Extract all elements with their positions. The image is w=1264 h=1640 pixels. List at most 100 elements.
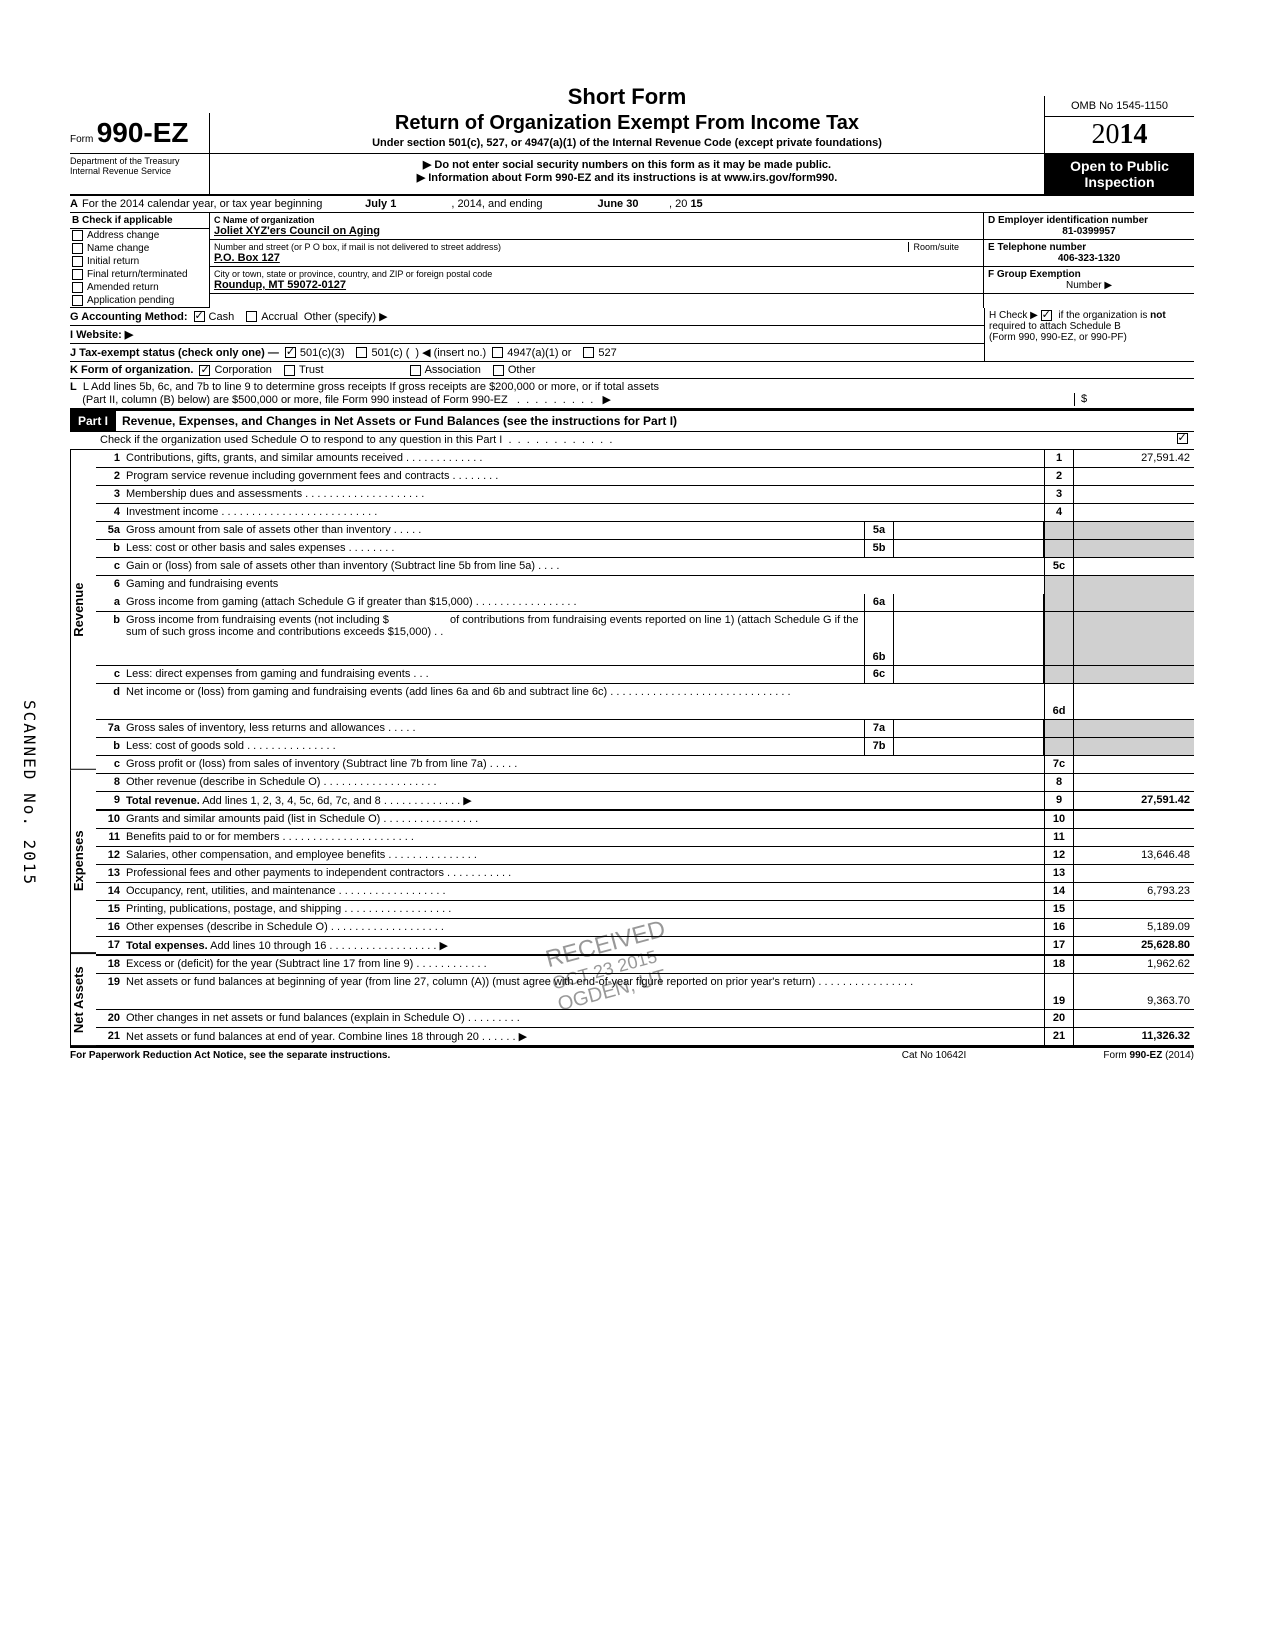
dept-treasury: Department of the Treasury Internal Reve… [70, 154, 210, 194]
addr-label: Number and street (or P O box, if mail i… [214, 242, 979, 252]
line-3: 3Membership dues and assessments . . . .… [96, 486, 1194, 504]
c-addr-row: Room/suite Number and street (or P O box… [210, 240, 983, 267]
chk-h[interactable] [1041, 310, 1052, 321]
line-a-text: For the 2014 calendar year, or tax year … [82, 198, 1194, 210]
ssn-warning: ▶ Do not enter social security numbers o… [214, 158, 1040, 171]
org-city: Roundup, MT 59072-0127 [214, 279, 979, 291]
chk-app-pending[interactable]: Application pending [70, 294, 209, 308]
g-label: G Accounting Method: [70, 311, 188, 323]
info-line: ▶ Information about Form 990-EZ and its … [214, 171, 1040, 184]
line-6a: aGross income from gaming (attach Schedu… [96, 594, 1194, 612]
d-ein: D Employer identification number 81-0399… [984, 213, 1194, 240]
side-revenue: Revenue [70, 450, 96, 770]
line-20: 20Other changes in net assets or fund ba… [96, 1010, 1194, 1028]
footer-paperwork: For Paperwork Reduction Act Notice, see … [70, 1050, 834, 1061]
inspection: Inspection [1049, 174, 1190, 190]
line-18: 18Excess or (deficit) for the year (Subt… [96, 956, 1194, 974]
h-box: H Check ▶ if the organization is not req… [984, 308, 1194, 362]
dept-row: Department of the Treasury Internal Reve… [70, 154, 1194, 196]
line-a: A For the 2014 calendar year, or tax yea… [70, 196, 1194, 213]
f-number-arrow: Number ▶ [988, 280, 1190, 291]
line-6c: cLess: direct expenses from gaming and f… [96, 666, 1194, 684]
chk-assoc[interactable]: Association [410, 364, 481, 376]
side-netassets: Net Assets [70, 953, 96, 1046]
form-title-box: Short Form Return of Organization Exempt… [210, 80, 1044, 153]
chk-schedule-o[interactable] [1177, 433, 1188, 444]
part1-check-line: Check if the organization used Schedule … [70, 432, 1194, 450]
line-11: 11Benefits paid to or for members . . . … [96, 829, 1194, 847]
omb-number: OMB No 1545-1150 [1045, 96, 1194, 117]
e-phone: E Telephone number 406-323-1320 [984, 240, 1194, 267]
line-g: G Accounting Method: Cash Accrual Other … [70, 308, 984, 326]
omb-year-box: OMB No 1545-1150 2014 [1044, 96, 1194, 153]
inspection-box: Open to Public Inspection [1044, 154, 1194, 194]
chk-501c3[interactable]: 501(c)(3) [285, 347, 345, 359]
line-5c: cGain or (loss) from sale of assets othe… [96, 558, 1194, 576]
form-container: SCANNED No. 2015 Form 990-EZ Short Form … [70, 80, 1194, 1061]
form-prefix: Form [70, 134, 93, 145]
line-14: 14Occupancy, rent, utilities, and mainte… [96, 883, 1194, 901]
chk-address-change[interactable]: Address change [70, 229, 209, 242]
tax-year: 2014 [1045, 117, 1194, 153]
chk-4947[interactable]: 4947(a)(1) or [492, 347, 571, 359]
line-8: 8Other revenue (describe in Schedule O) … [96, 774, 1194, 792]
line-7a: 7aGross sales of inventory, less returns… [96, 720, 1194, 738]
c-name-label: C Name of organization [214, 215, 979, 225]
form-header: Form 990-EZ Short Form Return of Organiz… [70, 80, 1194, 154]
phone-value: 406-323-1320 [988, 253, 1190, 264]
k-label: K Form of organization. [70, 364, 193, 376]
chk-trust[interactable]: Trust [284, 364, 324, 376]
form-number-box: Form 990-EZ [70, 113, 210, 153]
chk-amended[interactable]: Amended return [70, 281, 209, 294]
f-group: F Group Exemption Number ▶ [984, 267, 1194, 294]
f-label: F Group Exemption [988, 269, 1190, 280]
chk-accrual[interactable]: Accrual [246, 311, 298, 323]
section-text: Under section 501(c), 527, or 4947(a)(1)… [218, 137, 1036, 149]
line-i: I Website: ▶ [70, 326, 984, 344]
return-title: Return of Organization Exempt From Incom… [218, 112, 1036, 135]
line-13: 13Professional fees and other payments t… [96, 865, 1194, 883]
chk-initial-return[interactable]: Initial return [70, 255, 209, 268]
chk-527[interactable]: 527 [583, 347, 616, 359]
chk-corp[interactable]: Corporation [199, 364, 271, 376]
footer-cat: Cat No 10642I [834, 1050, 1034, 1061]
footer-formref: Form 990-EZ (2014) [1034, 1050, 1194, 1061]
line-12: 12Salaries, other compensation, and empl… [96, 847, 1194, 865]
part1-table: Revenue Expenses Net Assets 1Contributio… [70, 450, 1194, 1046]
c-name-row: C Name of organization Joliet XYZ'ers Co… [210, 213, 983, 240]
col-c: C Name of organization Joliet XYZ'ers Co… [210, 213, 984, 308]
chk-final-return[interactable]: Final return/terminated [70, 268, 209, 281]
room-suite-label: Room/suite [908, 242, 979, 252]
city-label: City or town, state or province, country… [214, 269, 979, 279]
open-public: Open to Public [1049, 158, 1190, 174]
side-labels: Revenue Expenses Net Assets [70, 450, 96, 1046]
line-6b: bGross income from fundraising events (n… [96, 612, 1194, 666]
line-7b: bLess: cost of goods sold . . . . . . . … [96, 738, 1194, 756]
line-6: 6Gaming and fundraising events [96, 576, 1194, 594]
line-9: 9Total revenue. Add lines 1, 2, 3, 4, 5c… [96, 792, 1194, 811]
part1-title: Revenue, Expenses, and Changes in Net As… [116, 411, 683, 431]
lines-column: 1Contributions, gifts, grants, and simil… [96, 450, 1194, 1046]
e-label: E Telephone number [988, 242, 1190, 253]
line-15: 15Printing, publications, postage, and s… [96, 901, 1194, 919]
chk-cash[interactable]: Cash [194, 311, 235, 323]
b-title: B Check if applicable [70, 213, 209, 229]
chk-501c[interactable]: 501(c) ( [356, 347, 409, 359]
chk-name-change[interactable]: Name change [70, 242, 209, 255]
short-form-title: Short Form [218, 84, 1036, 110]
warnings: ▶ Do not enter social security numbers o… [210, 154, 1044, 194]
line-k: K Form of organization. Corporation Trus… [70, 362, 1194, 379]
line-10: 10Grants and similar amounts paid (list … [96, 811, 1194, 829]
line-16: 16Other expenses (describe in Schedule O… [96, 919, 1194, 937]
org-name: Joliet XYZ'ers Council on Aging [214, 225, 979, 237]
l-dollar: $ [1074, 393, 1194, 406]
line-a-label: A [70, 198, 82, 210]
line-7c: cGross profit or (loss) from sales of in… [96, 756, 1194, 774]
line-21: 21Net assets or fund balances at end of … [96, 1028, 1194, 1046]
part1-label: Part I [70, 411, 116, 431]
scanned-stamp: SCANNED No. 2015 [20, 700, 39, 886]
chk-other[interactable]: Other [493, 364, 536, 376]
org-address: P.O. Box 127 [214, 252, 979, 264]
line-19: 19Net assets or fund balances at beginni… [96, 974, 1194, 1010]
line-l: L L Add lines 5b, 6c, and 7b to line 9 t… [70, 379, 1194, 409]
